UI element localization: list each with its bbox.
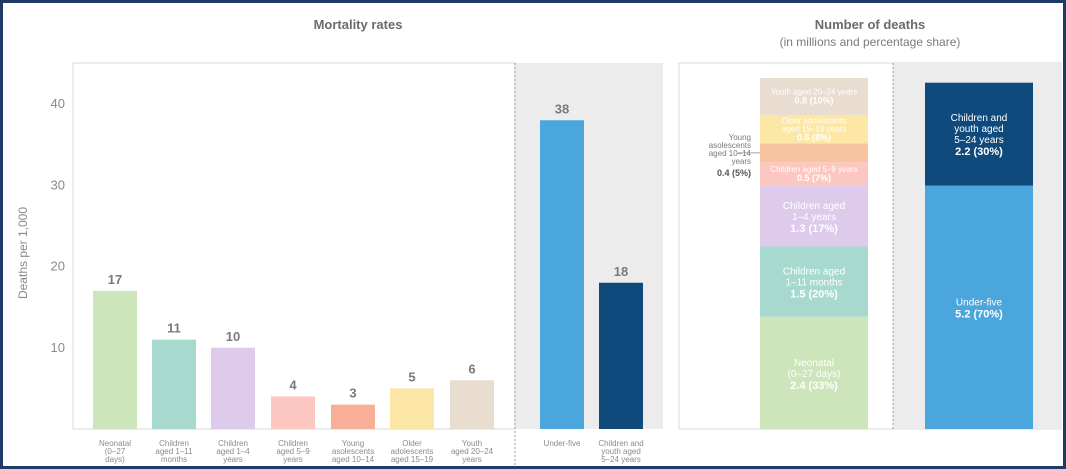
segment-label: Children aged 5–9 years <box>770 165 857 174</box>
x-category-label: Children aged 5–9 years <box>276 439 310 464</box>
x-category-label: Under-five <box>544 439 581 448</box>
x-category-label: Older adolescents aged 15–19 <box>391 439 434 464</box>
y-tick-label: 10 <box>51 340 65 355</box>
segment-label: Children and youth aged 5–24 years <box>951 113 1008 146</box>
stack-segment <box>760 143 868 163</box>
stack-segment <box>760 316 868 429</box>
x-category-label: Children aged 1–11 months <box>155 439 193 464</box>
stack-segment <box>760 78 868 116</box>
segment-value-label: 0.4 (5%) <box>717 168 751 178</box>
bar-value-label: 4 <box>289 378 297 393</box>
bar <box>331 404 375 429</box>
x-category-label: Children and youth aged 5–24 years <box>598 439 643 464</box>
bar <box>271 396 315 429</box>
segment-value-label: 1.5 (20%) <box>790 289 838 301</box>
x-category-label: Children aged 1–4 years <box>216 439 250 464</box>
segment-value-label: 0.6 (8%) <box>797 132 831 142</box>
x-category-label: Youth aged 20–24 years <box>451 439 494 464</box>
segment-label: Children aged 1–4 years <box>783 201 845 223</box>
number-of-deaths-subtitle: (in millions and percentage share) <box>779 35 961 49</box>
x-category-label: Young asolescents aged 10–14 <box>332 439 375 464</box>
bar-value-label: 38 <box>555 101 569 116</box>
bar <box>450 380 494 429</box>
bar <box>152 339 196 429</box>
y-tick-label: 40 <box>51 96 65 111</box>
segment-label: Youth aged 20–24 years <box>771 88 857 97</box>
bar <box>540 120 584 429</box>
segment-value-label: 5.2 (70%) <box>955 308 1003 320</box>
segment-value-label: 2.2 (30%) <box>955 146 1003 158</box>
number-of-deaths-title: Number of deaths <box>814 17 926 32</box>
stack-segment <box>760 115 868 144</box>
bar <box>599 282 643 429</box>
stack-segment <box>925 82 1033 186</box>
stack-segment <box>760 162 868 186</box>
bar-value-label: 6 <box>468 361 475 376</box>
stack-segment <box>760 246 868 317</box>
segment-label: Older adolescents aged 15–19 years <box>782 116 846 133</box>
segment-value-label: 0.5 (7%) <box>797 173 831 183</box>
stack-segment <box>760 185 868 247</box>
segment-value-label: 2.4 (33%) <box>790 380 838 392</box>
bar <box>93 290 137 429</box>
stack-segment <box>925 185 1033 429</box>
bar-value-label: 5 <box>408 369 415 384</box>
y-axis-label: Deaths per 1,000 <box>16 207 30 299</box>
plot-area <box>72 62 516 430</box>
segment-value-label: 0.8 (10%) <box>794 96 833 106</box>
bar-value-label: 18 <box>614 264 628 279</box>
bar <box>211 347 255 429</box>
bar-value-label: 17 <box>108 272 122 287</box>
bar <box>390 388 434 429</box>
y-tick-label: 30 <box>51 177 65 192</box>
chart-canvas: 10 20 30 40 Deaths per 1,000 17 Neonatal (0–27 d… <box>16 62 1062 466</box>
bar-value-label: 3 <box>349 386 356 401</box>
bar-value-label: 10 <box>226 329 240 344</box>
x-category-label: Neonatal (0–27 days) <box>99 439 131 464</box>
segment-label: Children aged 1–11 months <box>783 267 845 289</box>
segment-label: Under-five <box>956 297 1003 308</box>
y-tick-label: 20 <box>51 259 65 274</box>
mortality-rates-title: Mortality rates <box>313 17 403 32</box>
segment-value-label: 1.3 (17%) <box>790 223 838 235</box>
segment-label: Neonatal (0–27 days) <box>788 358 841 380</box>
bar-value-label: 11 <box>167 321 181 336</box>
segment-label: Young asolescents aged 10–14 years <box>709 133 752 166</box>
